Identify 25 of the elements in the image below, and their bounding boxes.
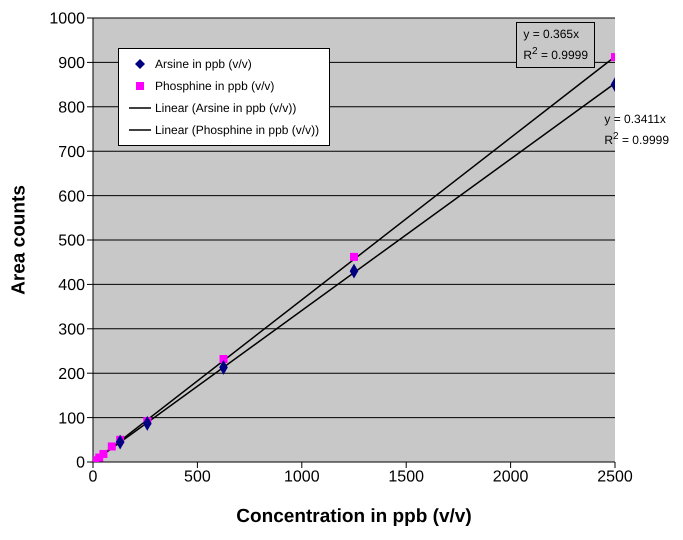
y-tick-label: 600 bbox=[58, 188, 86, 206]
y-tick-label: 500 bbox=[58, 232, 86, 250]
y-tick-label: 900 bbox=[58, 55, 86, 72]
y-tick-label: 200 bbox=[58, 366, 86, 383]
y-tick-label: 700 bbox=[58, 144, 86, 161]
legend-label: Linear (Phosphine in ppb (v/v)) bbox=[155, 122, 320, 139]
x-tick-label: 0 bbox=[88, 468, 98, 486]
y-tick-label: 400 bbox=[58, 277, 86, 294]
y-tick-label: 0 bbox=[76, 454, 86, 472]
x-tick-label: 1000 bbox=[284, 468, 320, 486]
y-tick-label: 1000 bbox=[49, 10, 86, 28]
legend-label: Arsine in ppb (v/v) bbox=[155, 56, 252, 73]
equation-label: y = 0.365x R$^{2}$ = 0.9999 bbox=[516, 22, 595, 68]
x-tick-label: 500 bbox=[184, 468, 211, 486]
y-tick-label: 100 bbox=[58, 410, 86, 428]
x-axis-title: Concentration in ppb (v/v) bbox=[236, 506, 472, 527]
y-axis-title: Area counts bbox=[8, 185, 30, 295]
x-tick-label: 1500 bbox=[388, 468, 424, 486]
legend-label: Phosphine in ppb (v/v) bbox=[155, 78, 274, 95]
legend-label: Linear (Arsine in ppb (v/v)) bbox=[155, 100, 296, 117]
x-tick-label: 2500 bbox=[597, 468, 633, 486]
y-tick-label: 800 bbox=[58, 99, 86, 116]
x-tick-label: 2000 bbox=[492, 468, 528, 486]
y-tick-label: 300 bbox=[58, 321, 86, 338]
equation-label: y = 0.3411x R$^{2}$ = 0.9999 bbox=[603, 111, 670, 149]
